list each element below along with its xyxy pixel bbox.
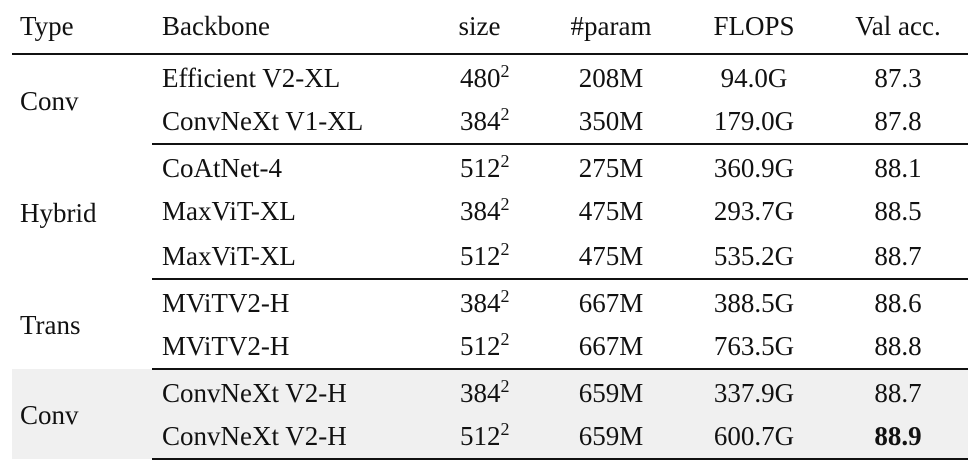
size-value: 384 <box>460 105 501 136</box>
table-row: Conv Efficient V2-XL 4802 208M 94.0G 87.3 <box>12 54 968 116</box>
val-acc-cell: 88.8 <box>828 324 968 370</box>
size-exponent: 2 <box>500 238 510 259</box>
header-backbone: Backbone <box>152 0 417 55</box>
param-cell: 659M <box>542 414 680 460</box>
type-cell: Hybrid <box>20 197 97 228</box>
param-cell: 275M <box>578 153 644 183</box>
flops-cell: 388.5G <box>713 288 795 318</box>
flops-cell: 600.7G <box>680 414 828 460</box>
size-exponent: 2 <box>500 151 510 171</box>
flops-cell: 360.9G <box>713 153 795 183</box>
size-exponent: 2 <box>500 103 510 124</box>
val-acc-cell: 87.3 <box>874 63 922 93</box>
size-cell: 5122 <box>417 324 542 370</box>
backbone-cell: MaxViT-XL <box>152 234 417 280</box>
table-row: Trans MViTV2-H 3842 667M 388.5G 88.6 <box>12 279 968 340</box>
header-row: Type Backbone size #param FLOPS Val acc. <box>12 0 968 55</box>
table-row: MaxViT-XL 3842 475M 293.7G 88.5 <box>12 189 968 234</box>
size-exponent: 2 <box>500 194 510 214</box>
backbone-cell: MViTV2-H <box>162 288 290 318</box>
table-row: MViTV2-H 5122 667M 763.5G 88.8 <box>12 324 968 370</box>
param-cell: 475M <box>542 234 680 280</box>
size-value: 512 <box>460 420 501 451</box>
flops-cell: 337.9G <box>680 369 828 414</box>
size-exponent: 2 <box>500 376 510 396</box>
size-exponent: 2 <box>500 286 510 306</box>
size-value: 384 <box>460 196 501 226</box>
backbone-cell: CoAtNet-4 <box>162 153 282 183</box>
val-acc-cell: 88.7 <box>828 234 968 280</box>
size-value: 512 <box>460 153 501 183</box>
size-exponent: 2 <box>500 418 510 439</box>
table-row: ConvNeXt V1-XL 3842 350M 179.0G 87.8 <box>12 99 968 145</box>
type-cell: Conv <box>20 85 79 116</box>
flops-cell: 535.2G <box>680 234 828 280</box>
flops-cell: 293.7G <box>713 196 795 226</box>
table-row: Conv ConvNeXt V2-H 3842 659M 337.9G 88.7 <box>12 369 968 459</box>
header-val-acc: Val acc. <box>828 0 968 55</box>
backbone-cell: ConvNeXt V2-H <box>152 369 417 414</box>
type-cell: Trans <box>20 310 81 340</box>
table-row: MaxViT-XL 5122 475M 535.2G 88.7 <box>12 234 968 280</box>
header-type: Type <box>12 0 152 55</box>
results-table-container: Type Backbone size #param FLOPS Val acc.… <box>12 0 968 472</box>
backbone-cell: ConvNeXt V1-XL <box>152 99 417 145</box>
size-value: 384 <box>460 378 501 408</box>
val-acc-cell: 88.9 <box>828 414 968 460</box>
size-cell: 3842 <box>417 99 542 145</box>
header-param: #param <box>542 0 680 55</box>
size-value: 384 <box>460 288 501 318</box>
table-row: Hybrid CoAtNet-4 5122 275M 360.9G 88.1 <box>12 144 968 228</box>
backbone-cell: MViTV2-H <box>152 324 417 370</box>
val-acc-cell: 88.7 <box>828 369 968 414</box>
flops-cell: 179.0G <box>680 99 828 145</box>
table-row: ConvNeXt V2-H 5122 659M 600.7G 88.9 <box>12 414 968 460</box>
flops-cell: 763.5G <box>680 324 828 370</box>
flops-cell: 94.0G <box>720 63 788 93</box>
param-cell: 667M <box>542 324 680 370</box>
header-size: size <box>417 0 542 55</box>
size-cell: 4802 <box>417 54 542 99</box>
backbone-cell: Efficient V2-XL <box>162 63 341 93</box>
param-cell: 659M <box>542 369 680 414</box>
backbone-cell: ConvNeXt V2-H <box>152 414 417 460</box>
val-acc-cell: 88.5 <box>874 196 922 226</box>
val-acc-cell: 88.1 <box>874 153 922 183</box>
header-flops: FLOPS <box>680 0 828 55</box>
backbone-cell: MaxViT-XL <box>162 196 296 226</box>
param-cell: 475M <box>578 196 644 226</box>
size-cell: 3842 <box>417 189 542 234</box>
val-acc-cell: 87.8 <box>828 99 968 145</box>
size-exponent: 2 <box>500 328 510 349</box>
param-cell: 667M <box>578 288 644 318</box>
table-body: Conv Efficient V2-XL 4802 208M 94.0G 87.3 Conv… <box>12 54 968 460</box>
size-cell: 3842 <box>417 369 542 414</box>
val-acc-cell: 88.6 <box>874 288 922 318</box>
size-value: 512 <box>460 240 501 271</box>
results-table: Type Backbone size #param FLOPS Val acc.… <box>12 0 968 460</box>
size-cell: 3842 <box>417 279 542 324</box>
size-value: 512 <box>460 330 501 361</box>
size-cell: 5122 <box>417 414 542 460</box>
type-cell: Conv <box>12 369 152 459</box>
size-cell: 5122 <box>417 234 542 280</box>
size-cell: 5122 <box>417 144 542 189</box>
param-cell: 208M <box>578 63 644 93</box>
size-value: 480 <box>460 63 501 93</box>
param-cell: 350M <box>542 99 680 145</box>
size-exponent: 2 <box>500 61 510 81</box>
